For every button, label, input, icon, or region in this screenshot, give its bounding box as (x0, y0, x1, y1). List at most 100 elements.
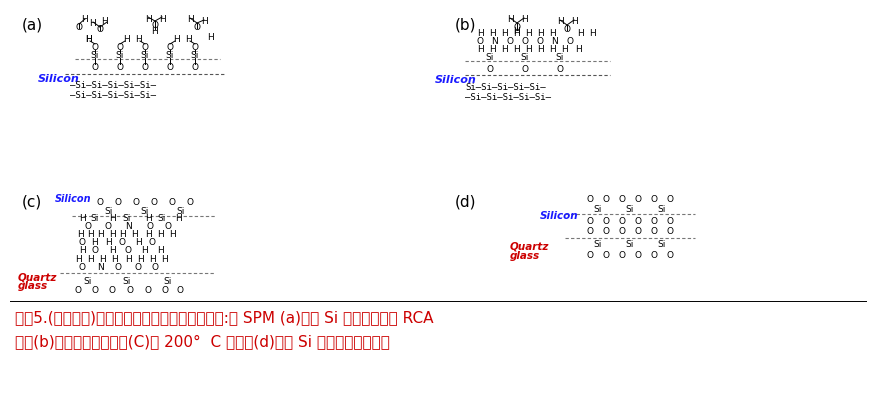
Text: Silicon: Silicon (435, 75, 477, 85)
Text: H: H (477, 29, 484, 37)
Text: O: O (567, 36, 574, 45)
Text: Quartz: Quartz (510, 241, 549, 252)
Text: O: O (135, 262, 142, 271)
Text: H: H (548, 45, 555, 53)
Text: O: O (587, 227, 594, 236)
Text: O: O (618, 227, 625, 236)
Text: Si: Si (191, 52, 199, 61)
Text: H: H (489, 45, 495, 53)
Text: H: H (74, 254, 81, 263)
Text: O: O (96, 25, 103, 34)
Text: H: H (500, 29, 507, 37)
Text: Si: Si (658, 205, 666, 214)
Text: H: H (89, 18, 96, 27)
Text: H: H (109, 230, 116, 239)
Text: O: O (91, 246, 98, 255)
Text: O: O (563, 25, 570, 34)
Text: O: O (161, 286, 168, 295)
Text: N: N (96, 262, 103, 271)
Text: O: O (151, 198, 158, 207)
Text: H: H (79, 214, 85, 223)
Text: Si: Si (105, 207, 113, 216)
Text: Si–Si–Si–Si–Si–: Si–Si–Si–Si–Si– (465, 82, 546, 91)
Text: H: H (489, 29, 495, 37)
Text: H: H (201, 18, 208, 27)
Text: H: H (185, 36, 191, 45)
Text: O: O (126, 286, 133, 295)
Text: O: O (166, 63, 173, 72)
Text: H: H (570, 18, 577, 27)
Text: O: O (667, 195, 674, 204)
Text: O: O (651, 195, 658, 204)
Text: O: O (187, 198, 194, 207)
Text: O: O (142, 43, 149, 52)
Text: Si: Si (91, 52, 99, 61)
Text: H: H (135, 238, 141, 247)
Text: H: H (548, 29, 555, 37)
Text: O: O (79, 238, 86, 247)
Text: N: N (491, 36, 498, 45)
Text: H: H (85, 36, 91, 45)
Text: H: H (150, 254, 157, 263)
Text: O: O (634, 195, 641, 204)
Text: O: O (117, 63, 124, 72)
Text: (b): (b) (455, 17, 477, 32)
Text: H: H (520, 16, 527, 25)
Text: H: H (124, 254, 131, 263)
Text: O: O (618, 217, 625, 226)
Text: Si: Si (555, 52, 564, 61)
Text: H: H (589, 29, 596, 37)
Text: (c): (c) (22, 195, 42, 209)
Text: H: H (162, 254, 168, 263)
Text: Si: Si (123, 277, 131, 286)
Text: O: O (168, 198, 175, 207)
Text: O: O (634, 227, 641, 236)
Text: H: H (145, 214, 152, 223)
Text: O: O (536, 36, 543, 45)
Text: H: H (174, 214, 181, 223)
Text: O: O (556, 64, 563, 73)
Text: O: O (176, 286, 183, 295)
Text: H: H (500, 45, 507, 53)
Text: O: O (603, 227, 610, 236)
Text: Si: Si (164, 277, 173, 286)
Text: H: H (76, 230, 83, 239)
Text: glass: glass (510, 250, 540, 261)
Text: O: O (587, 195, 594, 204)
Text: O: O (117, 43, 124, 52)
Text: H: H (118, 230, 125, 239)
Text: H: H (513, 27, 520, 36)
Text: O: O (587, 250, 594, 259)
Text: O: O (651, 217, 658, 226)
Text: H: H (157, 246, 164, 255)
Text: Si: Si (84, 277, 92, 286)
Text: H: H (109, 246, 116, 255)
Text: Si: Si (625, 205, 634, 214)
Text: H: H (575, 45, 582, 53)
Text: Silicon: Silicon (38, 74, 80, 84)
Text: Si: Si (658, 240, 666, 249)
Text: O: O (166, 43, 173, 52)
Text: H: H (159, 14, 166, 23)
Text: –Si–Si–Si–Si–Si–: –Si–Si–Si–Si–Si– (70, 81, 156, 90)
Text: O: O (149, 238, 156, 247)
Text: Si: Si (521, 52, 529, 61)
Text: H: H (131, 230, 138, 239)
Text: H: H (96, 230, 103, 239)
Text: O: O (194, 22, 201, 31)
Text: (a): (a) (22, 17, 43, 32)
Text: O: O (634, 217, 641, 226)
Text: O: O (513, 22, 520, 31)
Text: Si: Si (594, 240, 602, 249)
Text: N: N (124, 222, 131, 231)
Text: H: H (135, 36, 141, 45)
Text: O: O (91, 63, 98, 72)
Text: H: H (512, 45, 519, 53)
Text: H: H (102, 18, 109, 27)
Text: O: O (91, 43, 98, 52)
Text: O: O (74, 286, 81, 295)
Text: O: O (118, 238, 125, 247)
Text: Si: Si (141, 207, 149, 216)
Text: O: O (84, 222, 91, 231)
Text: –Si–Si–Si–Si–Si–: –Si–Si–Si–Si–Si– (465, 92, 551, 101)
